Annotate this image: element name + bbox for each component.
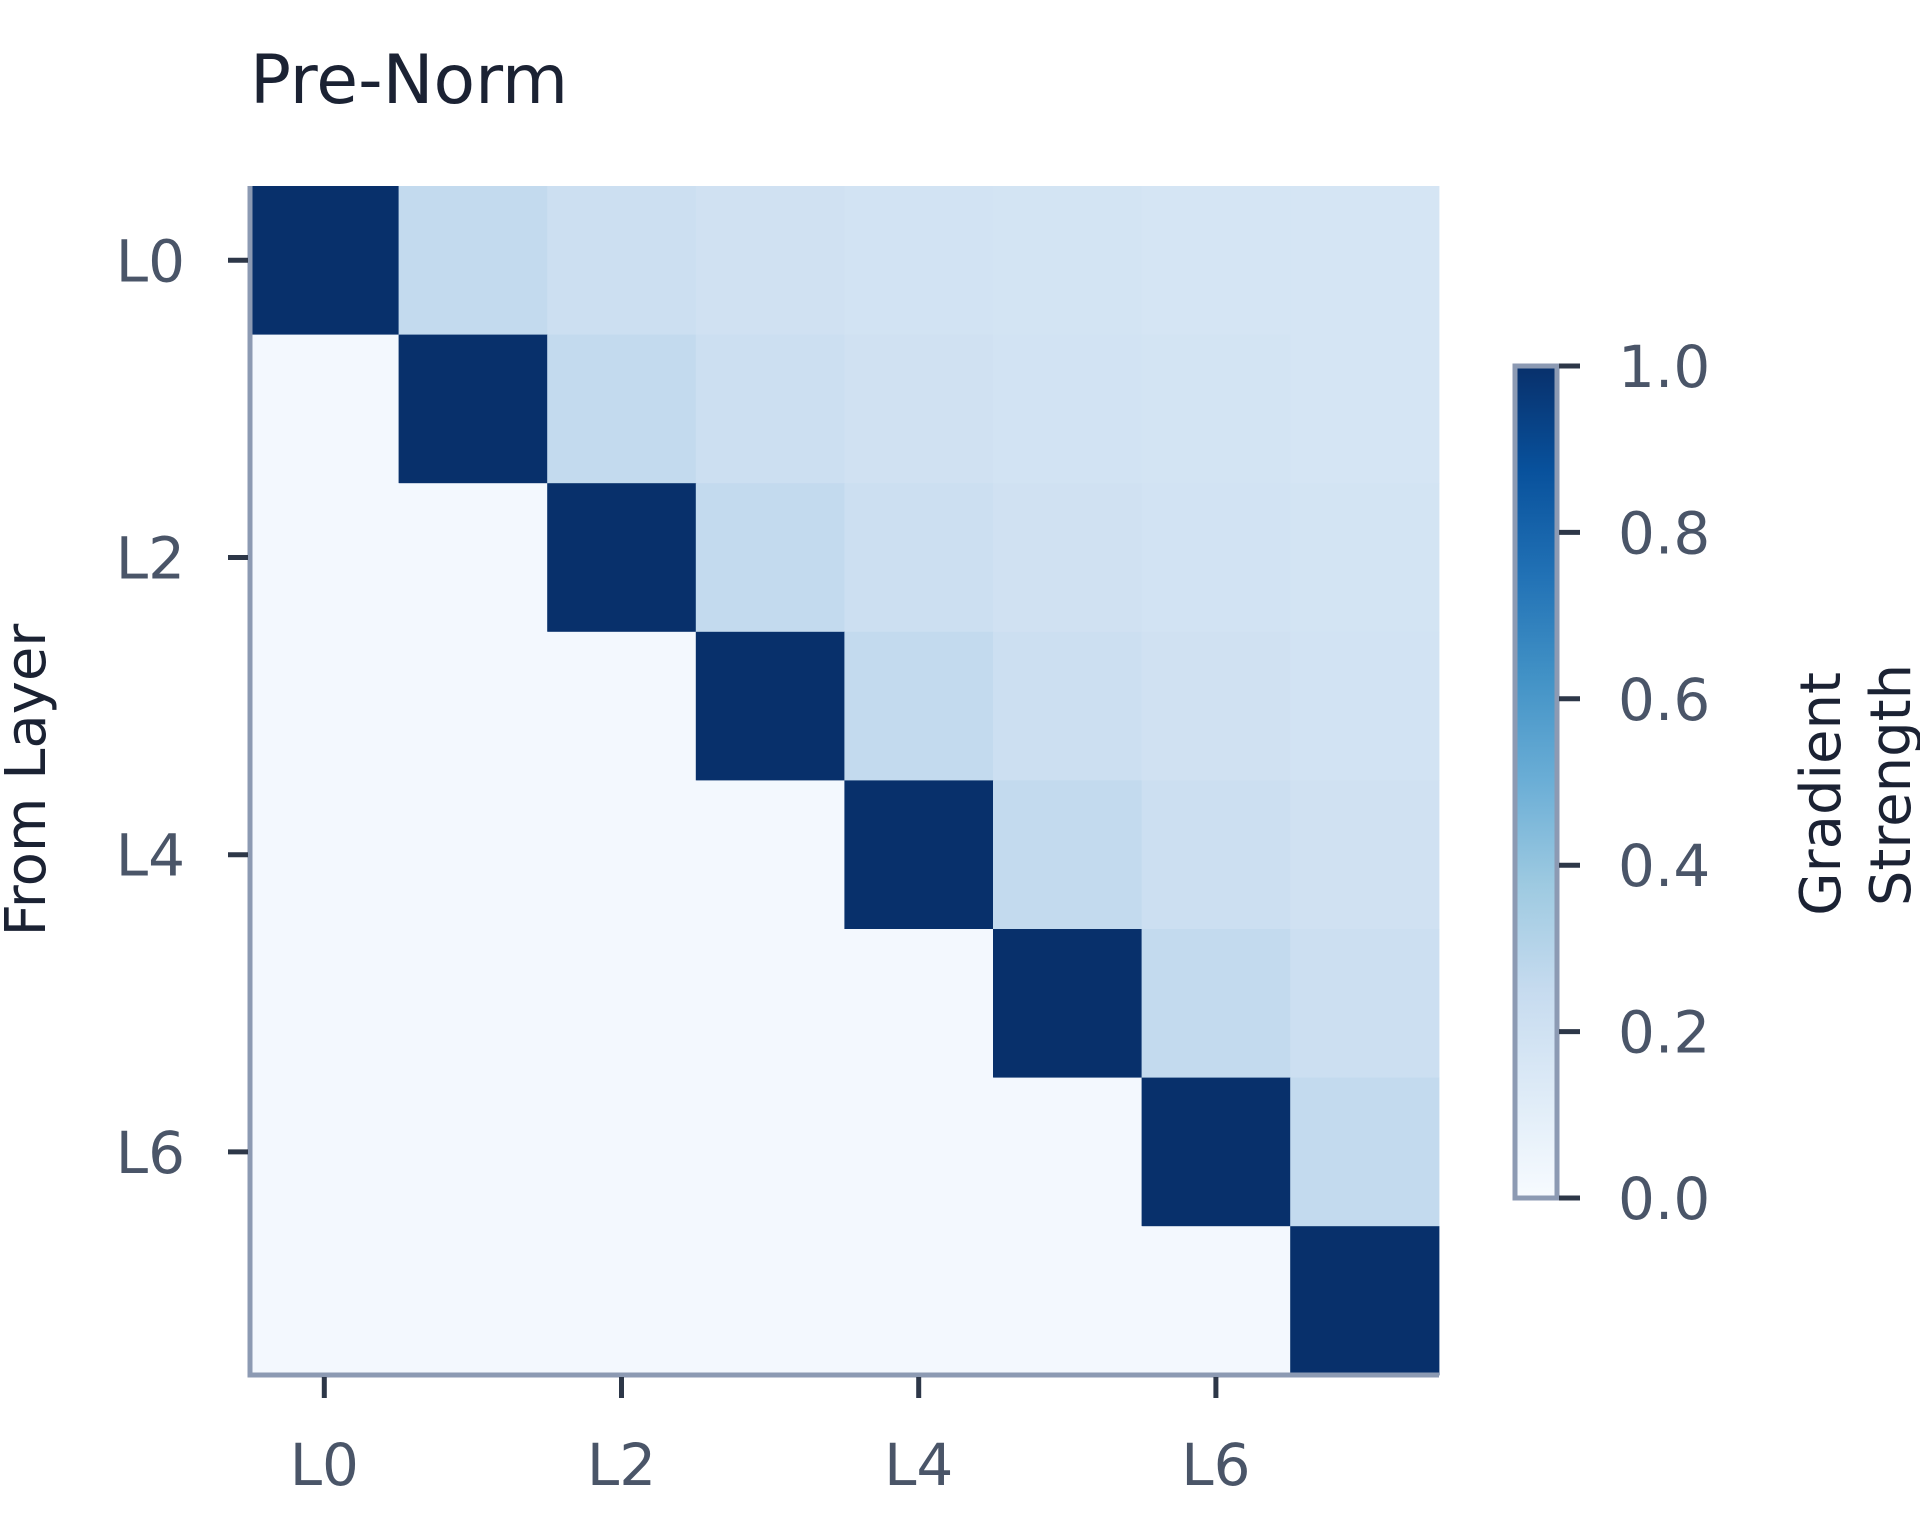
colorbar-tick-label-4: 0.8 xyxy=(1618,499,1710,567)
y-tick-label-3: L6 xyxy=(116,1119,185,1187)
heatmap-cell-r2-c4 xyxy=(844,483,994,633)
colorbar xyxy=(1512,363,1560,1201)
heatmap-cell-r2-c7 xyxy=(1290,483,1440,633)
heatmap-cell-r7-c3 xyxy=(695,1226,845,1376)
heatmap-cell-r2-c5 xyxy=(993,483,1143,633)
heatmap-cell-r5-c4 xyxy=(844,929,994,1079)
heatmap-cell-r3-c5 xyxy=(993,631,1143,781)
heatmap-cell-r0-c4 xyxy=(844,186,994,336)
heatmap-cell-r1-c7 xyxy=(1290,334,1440,484)
x-tick-label-1: L2 xyxy=(587,1431,656,1499)
y-axis: L0 L2 L4 L6 xyxy=(116,227,248,1187)
heatmap-cell-r6-c5 xyxy=(993,1077,1143,1227)
y-axis-title: From Layer xyxy=(0,623,59,937)
heatmap-cell-r7-c1 xyxy=(398,1226,548,1376)
heatmap-cell-r3-c4 xyxy=(844,631,994,781)
heatmap-cell-r1-c6 xyxy=(1141,334,1291,484)
heatmap-cell-r6-c4 xyxy=(844,1077,994,1227)
heatmap-cell-r3-c0 xyxy=(250,631,400,781)
y-tick-label-1: L2 xyxy=(116,525,185,593)
heatmap-cell-r4-c5 xyxy=(993,780,1143,930)
heatmap-cell-r7-c4 xyxy=(844,1226,994,1376)
colorbar-tick-label-5: 1.0 xyxy=(1618,333,1710,401)
colorbar-tick-label-0: 0.0 xyxy=(1618,1165,1710,1233)
x-tick-label-2: L4 xyxy=(884,1431,953,1499)
heatmap-cell-r0-c7 xyxy=(1290,186,1440,336)
heatmap-cell-r1-c3 xyxy=(695,334,845,484)
heatmap-cell-r4-c7 xyxy=(1290,780,1440,930)
heatmap-cell-r3-c6 xyxy=(1141,631,1291,781)
chart-title: Pre-Norm xyxy=(250,41,568,120)
heatmap-cell-r5-c0 xyxy=(250,929,400,1079)
heatmap-cell-r5-c7 xyxy=(1290,929,1440,1079)
heatmap-cell-r6-c7 xyxy=(1290,1077,1440,1227)
x-tick-label-3: L6 xyxy=(1181,1431,1250,1499)
x-axis: L0 L2 L4 L6 xyxy=(290,1377,1251,1499)
colorbar-tick-label-3: 0.6 xyxy=(1618,666,1710,734)
heatmap-cell-r4-c2 xyxy=(547,780,697,930)
heatmap-cell-r3-c2 xyxy=(547,631,697,781)
heatmap-cell-r4-c6 xyxy=(1141,780,1291,930)
heatmap-cell-r2-c2 xyxy=(547,483,697,633)
heatmap-cell-r4-c1 xyxy=(398,780,548,930)
heatmap-cell-r5-c6 xyxy=(1141,929,1291,1079)
heatmap-cell-r5-c1 xyxy=(398,929,548,1079)
heatmap-cell-r6-c2 xyxy=(547,1077,697,1227)
heatmap-cell-r6-c3 xyxy=(695,1077,845,1227)
heatmap-cell-r7-c5 xyxy=(993,1226,1143,1376)
heatmap-cell-r5-c2 xyxy=(547,929,697,1079)
colorbar-label-line-2: Strength xyxy=(1859,664,1920,906)
heatmap-cell-r0-c0 xyxy=(250,186,400,336)
heatmap-cell-r0-c2 xyxy=(547,186,697,336)
colorbar-label: Gradient Strength xyxy=(1789,654,1920,916)
x-tick-label-0: L0 xyxy=(290,1431,359,1499)
colorbar-label-line-1: Gradient xyxy=(1789,672,1854,916)
heatmap-cell-r0-c5 xyxy=(993,186,1143,336)
heatmap-cell-r4-c3 xyxy=(695,780,845,930)
heatmap-cell-r6-c1 xyxy=(398,1077,548,1227)
y-tick-label-2: L4 xyxy=(116,822,185,890)
heatmap-cell-r3-c7 xyxy=(1290,631,1440,781)
heatmap-cell-r7-c2 xyxy=(547,1226,697,1376)
heatmap-cell-r0-c6 xyxy=(1141,186,1291,336)
heatmap-cell-r6-c6 xyxy=(1141,1077,1291,1227)
heatmap-cell-r7-c0 xyxy=(250,1226,400,1376)
heatmap-cell-r2-c6 xyxy=(1141,483,1291,633)
heatmap-cell-r3-c3 xyxy=(695,631,845,781)
heatmap-cell-r1-c5 xyxy=(993,334,1143,484)
heatmap-cell-r4-c4 xyxy=(844,780,994,930)
heatmap-cell-r2-c1 xyxy=(398,483,548,633)
colorbar-tick-label-1: 0.2 xyxy=(1618,999,1710,1067)
heatmap-cell-r2-c3 xyxy=(695,483,845,633)
heatmap-cell-r7-c6 xyxy=(1141,1226,1291,1376)
heatmap-cell-r0-c3 xyxy=(695,186,845,336)
heatmap-axes xyxy=(247,186,1439,1378)
heatmap-cell-r4-c0 xyxy=(250,780,400,930)
heatmap-cell-r1-c2 xyxy=(547,334,697,484)
colorbar-tick-label-2: 0.4 xyxy=(1618,832,1710,900)
y-tick-label-0: L0 xyxy=(116,227,185,295)
heatmap-cell-r1-c0 xyxy=(250,334,400,484)
heatmap-cell-r0-c1 xyxy=(398,186,548,336)
heatmap-cell-r5-c5 xyxy=(993,929,1143,1079)
heatmap-cell-r5-c3 xyxy=(695,929,845,1079)
heatmap-cell-r1-c4 xyxy=(844,334,994,484)
heatmap-cells xyxy=(250,186,1440,1376)
heatmap-cell-r3-c1 xyxy=(398,631,548,781)
heatmap-cell-r6-c0 xyxy=(250,1077,400,1227)
heatmap-cell-r1-c1 xyxy=(398,334,548,484)
heatmap-cell-r7-c7 xyxy=(1290,1226,1440,1376)
colorbar-axis: 0.0 0.2 0.4 0.6 0.8 1.0 xyxy=(1559,333,1710,1233)
heatmap-cell-r2-c0 xyxy=(250,483,400,633)
